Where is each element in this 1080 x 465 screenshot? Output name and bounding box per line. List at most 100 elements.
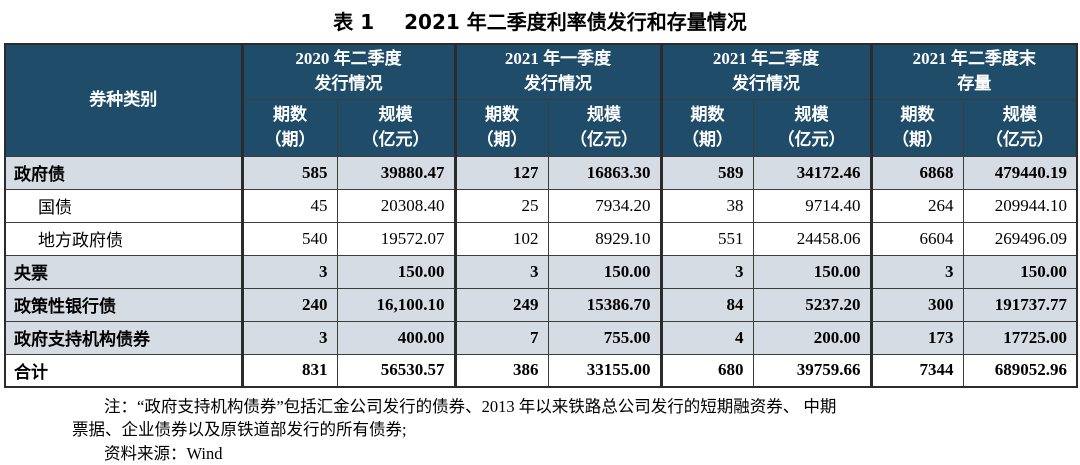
table-cell: 25 [453,188,549,223]
subheader-line1: 期数 [273,104,307,124]
group-header-line2: 发行情况 [314,73,383,93]
table-cell: 5237.20 [752,287,872,322]
table-cell: 386 [453,353,549,388]
table-cell: 84 [659,287,754,322]
table-cell: 39759.66 [752,353,872,388]
table-cell: 680 [659,353,754,388]
table-cell: 20308.40 [336,188,456,223]
table-cell: 3 [453,254,549,289]
table-cell: 150.00 [547,254,662,289]
table-cell: 24458.06 [752,221,872,256]
row-label: 央票 [4,254,243,289]
table-cell: 4 [659,320,754,355]
table-cell: 6604 [869,221,964,256]
table-cell: 755.00 [547,320,662,355]
table-cell: 17725.00 [962,320,1078,355]
subheader-line1: 期数 [485,104,519,124]
group-header-line2: 存量 [957,73,992,93]
table-cell: 8929.10 [547,221,662,256]
group-header-line1: 2021 年一季度 [504,49,612,69]
table-row: 政府支持机构债券 3 400.00 7 755.00 4 200.00 173 17725.00 [4,320,1078,355]
subheader-line2: （期） [264,129,316,149]
table-row: 央票 3 150.00 3 150.00 3 150.00 3 150.00 [4,254,1078,289]
subheader-line2: （亿元） [361,129,430,149]
subheader-line2: （期） [892,129,943,149]
table-cell: 585 [240,155,338,190]
footnotes: 注：“政府支持机构债券”包括汇金公司发行的债券、2013 年以来铁路总公司发行的… [72,395,1025,465]
table-cell: 9714.40 [752,188,872,223]
table-cell: 33155.00 [547,353,662,388]
subheader-line1: 期数 [900,104,935,124]
footnote-line2: 票据、企业债券以及原铁道部发行的所有债券; [72,420,407,440]
subheader-line1: 规模 [794,104,829,124]
table-cell: 240 [240,287,338,322]
table-cell: 3 [240,320,338,355]
row-label: 政府债 [4,155,243,190]
table-number-label: 表 1 [333,10,375,34]
group-header-line1: 2021 年二季度 [712,49,820,69]
table-cell: 39880.47 [336,155,456,190]
footnote-line1: 注：“政府支持机构债券”包括汇金公司发行的债券、2013 年以来铁路总公司发行的… [104,397,837,416]
group-header-line1: 2021 年二季度末 [912,49,1036,69]
bond-issuance-table: 券种类别 2020 年二季度 发行情况 2021 年一季度 发行情况 2021 … [4,43,1078,388]
table-cell: 7344 [869,353,964,388]
group-header-line2: 发行情况 [524,73,592,93]
group-header-2021q1-issue: 2021 年一季度 发行情况 [453,43,662,100]
table-cell: 173 [869,320,964,355]
subheader-scale: 规模 （亿元） [547,98,662,157]
table-cell: 7 [453,320,549,355]
group-header-line1: 2020 年二季度 [295,49,402,69]
subheader-line2: （期） [682,129,733,149]
group-header-2020q2-issue: 2020 年二季度 发行情况 [240,43,456,100]
table-cell: 209944.10 [962,188,1078,223]
table-row: 政策性银行债 240 16,100.10 249 15386.70 84 5237.20 30… [4,287,1078,322]
table-cell: 269496.09 [962,221,1078,256]
table-row: 地方政府债 540 19572.07 102 8929.10 551 24458.06 660… [4,221,1078,256]
row-label: 地方政府债 [4,221,243,256]
page-title: 表 1 2021 年二季度利率债发行和存量情况 [0,0,1080,35]
header-group-row: 券种类别 2020 年二季度 发行情况 2021 年一季度 发行情况 2021 … [4,43,1078,157]
subheader-count: 期数 （期） [453,98,549,157]
subheader-scale: 规模 （亿元） [962,98,1078,157]
table-cell: 200.00 [752,320,872,355]
table-cell: 831 [240,353,338,388]
subheader-line2: （亿元） [777,129,846,149]
table-cell: 15386.70 [547,287,662,322]
table-cell: 19572.07 [336,221,456,256]
subheader-scale: 规模 （亿元） [752,98,872,157]
row-label: 政府支持机构债券 [4,320,243,355]
table-cell: 300 [869,287,964,322]
subheader-line2: （亿元） [985,129,1054,149]
row-label: 合计 [4,353,243,388]
table-cell: 3 [869,254,964,289]
row-label: 政策性银行债 [4,287,243,322]
source-line: 资料来源：Wind [104,443,223,463]
subheader-line1: 期数 [690,104,725,124]
table-cell: 551 [659,221,754,256]
table-cell: 191737.77 [962,287,1078,322]
table-title-text: 2021 年二季度利率债发行和存量情况 [404,10,747,34]
row-label: 国债 [4,188,243,223]
subheader-count: 期数 （期） [659,98,754,157]
table-cell: 150.00 [752,254,872,289]
table-cell: 56530.57 [336,353,456,388]
subheader-count: 期数 （期） [240,98,338,157]
table-cell: 264 [869,188,964,223]
table-cell: 16863.30 [547,155,662,190]
table-cell: 38 [659,188,754,223]
subheader-count: 期数 （期） [869,98,964,157]
subheader-line2: （期） [476,129,528,149]
table-cell: 589 [659,155,754,190]
group-header-2021q2-issue: 2021 年二季度 发行情况 [659,43,872,100]
table-cell: 45 [240,188,338,223]
table-row: 合计 831 56530.57 386 33155.00 680 39759.66 7344 6… [4,353,1078,388]
subheader-line2: （亿元） [570,129,638,149]
subheader-scale: 规模 （亿元） [336,98,456,157]
table-cell: 150.00 [962,254,1078,289]
table-cell: 689052.96 [962,353,1078,388]
table-cell: 540 [240,221,338,256]
table-cell: 249 [453,287,549,322]
table-cell: 7934.20 [547,188,662,223]
table-cell: 127 [453,155,549,190]
subheader-line1: 规模 [1002,104,1037,124]
